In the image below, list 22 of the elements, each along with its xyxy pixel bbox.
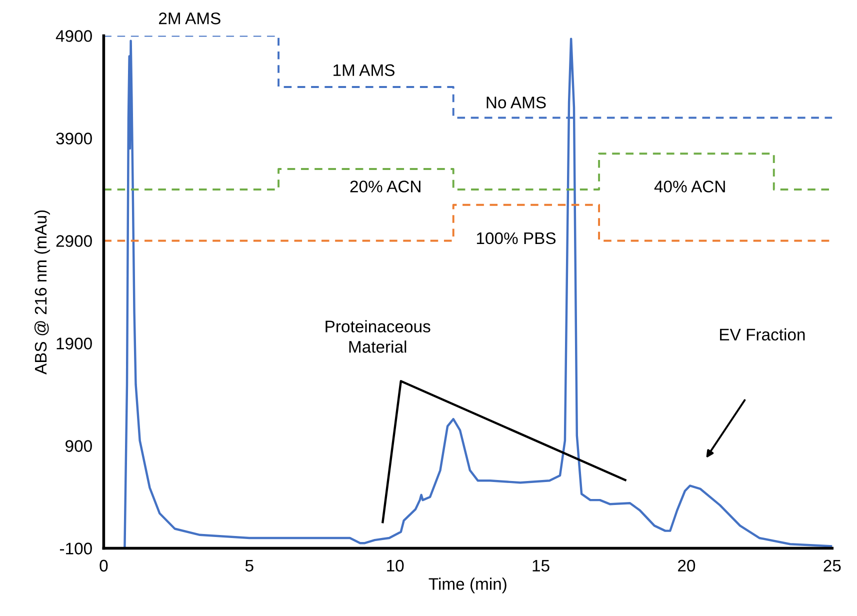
y-tick-label: 4900 bbox=[56, 30, 92, 42]
y-tick-label: 3900 bbox=[56, 132, 92, 144]
annotation: No AMS bbox=[486, 96, 546, 108]
y-tick-label: 2900 bbox=[56, 235, 92, 247]
y-axis-title: ABS @ 216 nm (mAu) bbox=[34, 210, 50, 375]
annotation: Proteinaceous Material bbox=[326, 320, 430, 353]
annotation: 100% PBS bbox=[476, 232, 556, 244]
x-tick-label: 20 bbox=[678, 560, 696, 572]
y-tick-label: 900 bbox=[66, 440, 92, 452]
text: 2M AMS bbox=[159, 12, 220, 24]
x-tick-label: 10 bbox=[387, 560, 404, 572]
annotation: 1M AMS bbox=[334, 64, 394, 76]
annotation: EV Fraction bbox=[720, 328, 805, 341]
annotation: 20% ACN bbox=[350, 180, 420, 192]
x-tick-label: 25 bbox=[824, 560, 841, 572]
annotation: 40% ACN bbox=[654, 180, 725, 192]
x-tick-label: 15 bbox=[532, 560, 550, 572]
x-tick-label: 5 bbox=[245, 560, 254, 572]
x-tick-label: 0 bbox=[100, 560, 108, 572]
x-axis-title: Time (min) bbox=[428, 578, 506, 594]
y-tick-label: 1900 bbox=[56, 338, 92, 350]
y-tick-label: -100 bbox=[60, 542, 92, 554]
